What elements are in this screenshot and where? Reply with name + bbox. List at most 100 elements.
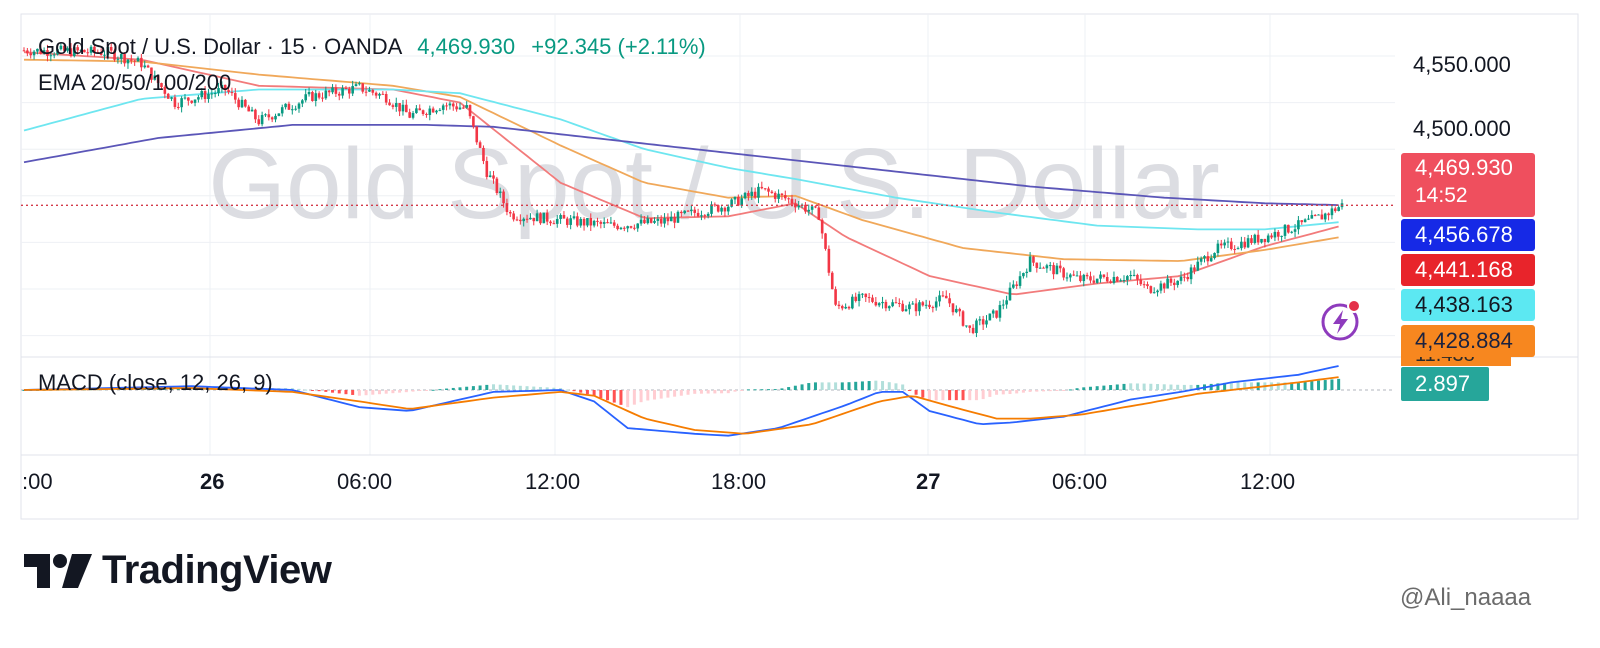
candle-body [301, 100, 304, 104]
candle-body [358, 83, 361, 85]
histogram-bar [1129, 383, 1133, 390]
candle-body [1109, 281, 1112, 283]
histogram-bar [505, 385, 509, 390]
histogram-bar [1055, 390, 1059, 391]
brand-name: TradingView [102, 548, 332, 592]
histogram-bar [767, 389, 771, 391]
histogram-bar [404, 390, 408, 393]
ema50-tag: 4,441.168 [1401, 254, 1535, 286]
x-tick: 06:00 [337, 469, 392, 494]
candle-body [820, 219, 824, 234]
candle-body [690, 209, 693, 212]
histogram-bar [1156, 384, 1160, 390]
candle-body [1243, 241, 1247, 248]
histogram-bar [431, 389, 435, 391]
candle-body [1089, 276, 1092, 281]
candle-body [629, 226, 633, 228]
candle-body [723, 207, 727, 212]
candle-body [1102, 274, 1106, 277]
histogram-bar [525, 386, 529, 390]
histogram-bar [1290, 382, 1294, 390]
candle-body [1075, 275, 1079, 277]
flash-icon[interactable] [1318, 298, 1364, 344]
x-tick: 12:00 [525, 469, 580, 494]
candle-body [864, 293, 868, 298]
candle-body [381, 93, 385, 95]
candle-body [66, 48, 69, 51]
candle-body [965, 325, 968, 327]
candle-body [52, 54, 56, 56]
candle-body [1116, 276, 1119, 282]
x-tick: 06:00 [1052, 469, 1107, 494]
candle-body [1008, 287, 1012, 301]
candle-body [364, 91, 368, 93]
candle-body [1236, 248, 1240, 250]
candle-body [1233, 249, 1236, 251]
x-tick: 12:00 [1240, 469, 1295, 494]
candle-body [190, 100, 193, 103]
histogram-bar [1115, 384, 1119, 390]
histogram-bar [686, 390, 690, 395]
candle-body [589, 218, 593, 226]
candle-body [46, 50, 49, 56]
candle-body [163, 87, 167, 94]
indicator-legend[interactable]: EMA 20/50/100/200 [38, 70, 232, 95]
candle-body [311, 91, 314, 101]
histogram-bar [377, 390, 381, 395]
candle-body [475, 126, 479, 143]
x-tick: 26 [200, 469, 224, 494]
histogram-bar [639, 390, 643, 403]
candle-body [807, 209, 811, 212]
candle-body [941, 295, 945, 297]
histogram-bar [699, 390, 703, 394]
candle-body [267, 114, 271, 118]
candle-body [532, 217, 536, 222]
candle-body [472, 116, 475, 127]
candle-body [1122, 280, 1126, 282]
candle-body [881, 301, 884, 304]
tradingview-logo[interactable]: TradingView [24, 548, 332, 593]
candle-body [827, 248, 831, 273]
candle-body [388, 102, 391, 106]
candle-body [109, 46, 113, 51]
candle-body [277, 113, 281, 116]
candle-body [1025, 271, 1029, 274]
candle-body [327, 90, 331, 93]
candle-body [485, 161, 489, 177]
candle-body [307, 91, 311, 95]
grid-lines [21, 14, 1395, 455]
histogram-bar [1102, 385, 1106, 390]
candle-body [1253, 234, 1257, 244]
candle-body [1230, 241, 1233, 250]
histogram-bar [552, 387, 556, 390]
candle-body [706, 213, 710, 216]
y-tick: 4,500.000 [1413, 116, 1511, 141]
histogram-bar [478, 385, 482, 390]
macd-legend[interactable]: MACD (close, 12, 26, 9) [38, 370, 273, 395]
candle-body [844, 306, 847, 309]
symbol-title: Gold Spot / U.S. Dollar · 15 · OANDA [38, 34, 402, 59]
candle-body [1213, 253, 1216, 259]
ema-line-3 [23, 88, 1339, 231]
candle-body [519, 219, 522, 222]
candle-body [1082, 274, 1086, 282]
candle-body [1062, 268, 1065, 278]
histogram-bar [881, 381, 885, 390]
candle-body [646, 218, 650, 224]
candles [22, 41, 1344, 338]
histogram-bar [934, 390, 938, 401]
candle-body [498, 191, 502, 193]
histogram-bar [679, 390, 683, 396]
candle-body [448, 103, 452, 106]
chart-frame [20, 13, 1579, 520]
candle-body [371, 89, 375, 93]
candle-body [877, 303, 881, 306]
candle-body [56, 49, 59, 55]
histogram-bar [807, 383, 811, 390]
histogram-bar [351, 390, 355, 395]
candle-body [673, 216, 676, 223]
candle-body [565, 218, 569, 225]
histogram-bar [1196, 384, 1200, 390]
candle-body [740, 198, 743, 206]
